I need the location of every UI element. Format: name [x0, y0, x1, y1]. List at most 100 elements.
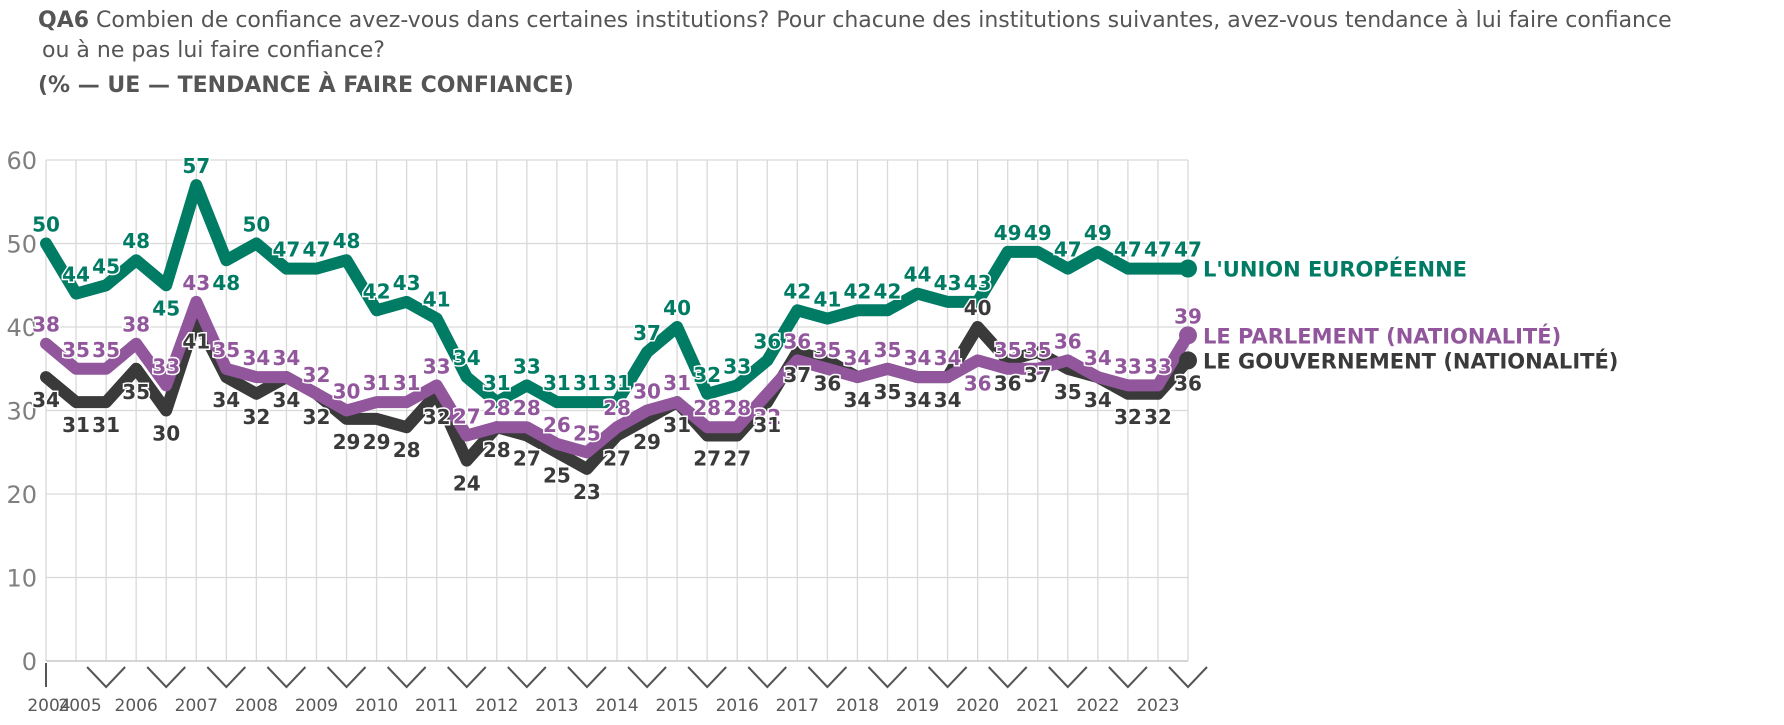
data-label: 35	[874, 338, 902, 362]
data-label: 35	[994, 338, 1022, 362]
data-label: 34	[934, 388, 962, 412]
data-label: 36	[783, 329, 811, 353]
data-label: 38	[32, 313, 60, 337]
series-end-marker	[1179, 326, 1197, 345]
legend-label: LE PARLEMENT (NATIONALITÉ)	[1203, 323, 1561, 348]
x-tick-label: 2023	[1136, 696, 1179, 716]
data-label: 24	[453, 472, 481, 496]
data-label: 25	[573, 421, 601, 445]
question-line-2: ou à ne pas lui faire confiance?	[42, 38, 385, 63]
data-label: 23	[573, 480, 601, 504]
data-label: 43	[182, 271, 210, 295]
x-axis-chevron	[86, 666, 126, 689]
x-axis-chevron	[927, 666, 968, 689]
question-text: Combien de confiance avez-vous dans cert…	[96, 8, 1672, 33]
data-label: 45	[152, 296, 180, 320]
x-tick-label: 2004	[27, 696, 70, 716]
data-label: 43	[393, 271, 421, 295]
data-label: 32	[303, 405, 331, 429]
data-label: 34	[1084, 388, 1112, 412]
data-label: 35	[1054, 380, 1082, 404]
data-label: 34	[453, 346, 481, 370]
data-label: 34	[904, 346, 932, 370]
data-label: 42	[363, 279, 391, 303]
x-axis-chevron	[687, 666, 727, 689]
data-label: 34	[934, 346, 962, 370]
data-label: 30	[633, 380, 661, 404]
series-line	[40, 312, 1194, 475]
data-label: 57	[182, 154, 210, 178]
data-label: 36	[753, 329, 781, 353]
x-axis-chevron	[747, 666, 787, 689]
x-tick-label: 2014	[595, 696, 638, 716]
data-label: 31	[543, 371, 571, 395]
x-axis-chevron	[1168, 666, 1208, 689]
y-tick-label: 60	[6, 147, 37, 175]
data-label: 49	[1024, 221, 1052, 245]
x-tick-label: 2020	[956, 696, 999, 716]
data-label: 44	[904, 263, 932, 287]
data-label: 49	[994, 221, 1022, 245]
data-label: 47	[1114, 238, 1142, 262]
data-label: 47	[303, 238, 331, 262]
data-label: 27	[723, 447, 751, 471]
series-line	[40, 295, 1194, 459]
data-label: 32	[693, 363, 721, 387]
data-label: 31	[393, 371, 421, 395]
data-label: 47	[1174, 238, 1202, 262]
data-label: 33	[723, 354, 751, 378]
y-tick-label: 20	[6, 481, 37, 509]
data-label: 29	[363, 430, 391, 454]
data-label: 34	[272, 388, 300, 412]
data-label: 27	[693, 447, 721, 471]
x-axis-chevron	[807, 666, 848, 689]
data-label: 30	[152, 422, 180, 446]
data-label: 34	[32, 388, 60, 412]
x-tick-label: 2016	[716, 696, 759, 716]
data-label: 36	[813, 371, 841, 395]
data-label: 37	[1024, 363, 1052, 387]
data-label: 33	[1144, 354, 1172, 378]
data-label: 50	[32, 213, 60, 237]
chart-subtitle: (% — UE — TENDANCE À FAIRE CONFIANCE)	[38, 73, 574, 98]
data-label: 31	[663, 413, 691, 437]
data-label: 34	[212, 388, 240, 412]
data-label: 47	[1054, 238, 1082, 262]
data-label: 43	[964, 271, 992, 295]
x-axis-chevron	[146, 666, 186, 689]
chart-header: QA6 Combien de confiance avez-vous dans …	[38, 6, 1778, 98]
data-label: 27	[603, 447, 631, 471]
data-label: 32	[1144, 405, 1172, 429]
data-label: 37	[783, 363, 811, 387]
data-label: 48	[122, 229, 150, 253]
question-line-1: QA6 Combien de confiance avez-vous dans …	[38, 6, 1778, 36]
question-code: QA6	[38, 8, 90, 33]
data-label: 31	[363, 371, 391, 395]
series-end-marker	[1179, 351, 1197, 370]
x-axis-chevron	[627, 666, 667, 689]
data-label: 41	[813, 288, 841, 312]
series-end-marker	[1179, 259, 1197, 278]
data-label: 26	[543, 413, 571, 437]
data-label: 31	[753, 413, 781, 437]
data-label: 31	[62, 413, 90, 437]
x-tick-label: 2013	[535, 696, 578, 716]
x-axis-chevron	[1048, 666, 1088, 689]
x-tick-label: 2007	[175, 696, 218, 716]
x-tick-label: 2021	[1016, 696, 1059, 716]
data-label: 29	[633, 430, 661, 454]
x-tick-label: 2011	[415, 696, 458, 716]
data-label: 32	[1114, 405, 1142, 429]
series-line	[40, 179, 1194, 409]
legend-label: L'UNION EUROPÉENNE	[1203, 257, 1467, 282]
data-label: 36	[964, 371, 992, 395]
data-label: 35	[62, 338, 90, 362]
data-label: 31	[573, 371, 601, 395]
data-label: 28	[513, 396, 541, 420]
data-label: 42	[843, 279, 871, 303]
data-label: 49	[1084, 221, 1112, 245]
x-tick-label: 2005	[58, 696, 101, 716]
x-tick-label: 2010	[355, 696, 398, 716]
x-tick-label: 2012	[475, 696, 518, 716]
data-label: 45	[92, 254, 120, 278]
